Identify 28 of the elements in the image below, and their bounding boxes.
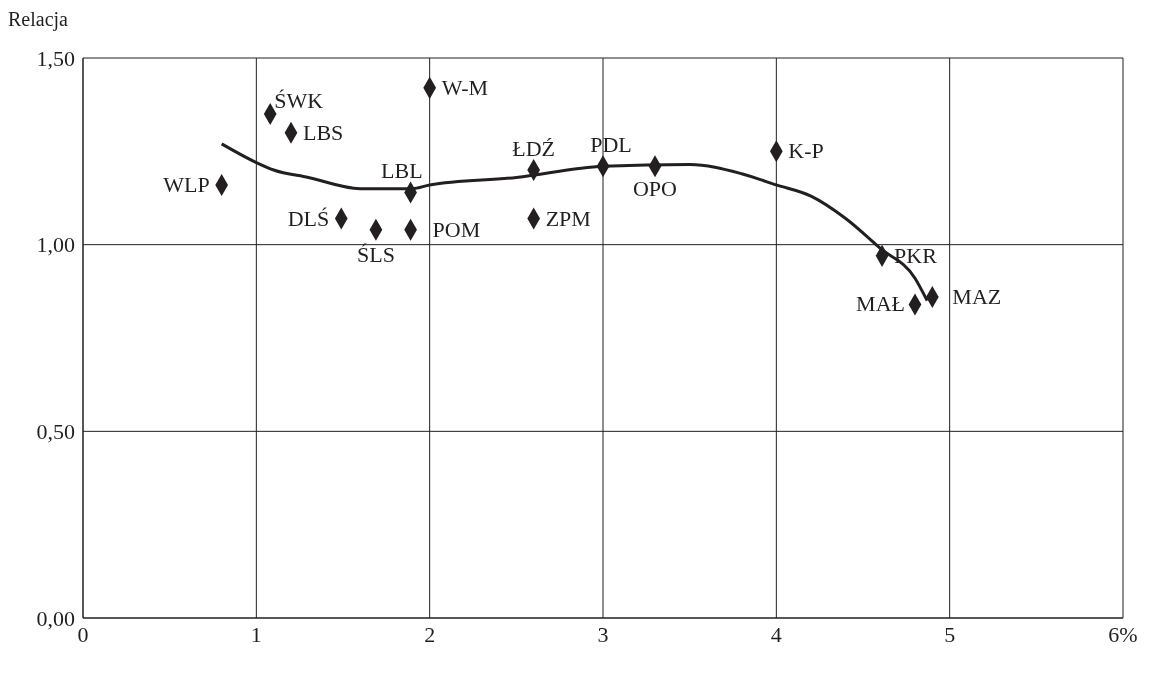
data-label: POM (432, 216, 481, 242)
data-label: LBL (381, 158, 423, 184)
data-label: ZPM (545, 205, 591, 231)
x-tick-label: 0 (77, 621, 89, 647)
x-tick-label: 4 (770, 621, 782, 647)
y-tick-label: 0,00 (36, 605, 75, 631)
data-label: MAZ (952, 283, 1002, 309)
data-label: ŚLS (356, 241, 395, 267)
x-tick-label: 1 (250, 621, 262, 647)
data-label: PDL (590, 132, 632, 158)
data-label: OPO (632, 176, 678, 202)
data-label: MAŁ (856, 291, 905, 317)
data-label: DLŚ (287, 205, 330, 231)
data-label: K-P (788, 138, 824, 164)
data-label: ŁDŹ (512, 136, 556, 161)
y-tick-label: 0,50 (36, 419, 75, 445)
x-tick-label: 6% (1108, 621, 1138, 647)
x-tick-label: 5 (944, 621, 956, 647)
data-label: LBS (303, 119, 344, 145)
data-label: PKR (894, 242, 938, 268)
x-tick-label: 3 (597, 621, 609, 647)
x-tick-label: 2 (424, 621, 436, 647)
y-tick-label: 1,50 (36, 45, 75, 71)
data-label: ŚWK (274, 88, 324, 113)
data-label: W-M (441, 74, 489, 100)
data-label: WLP (163, 171, 210, 197)
y-tick-label: 1,00 (36, 232, 75, 258)
y-axis-title: Relacja (8, 8, 68, 31)
